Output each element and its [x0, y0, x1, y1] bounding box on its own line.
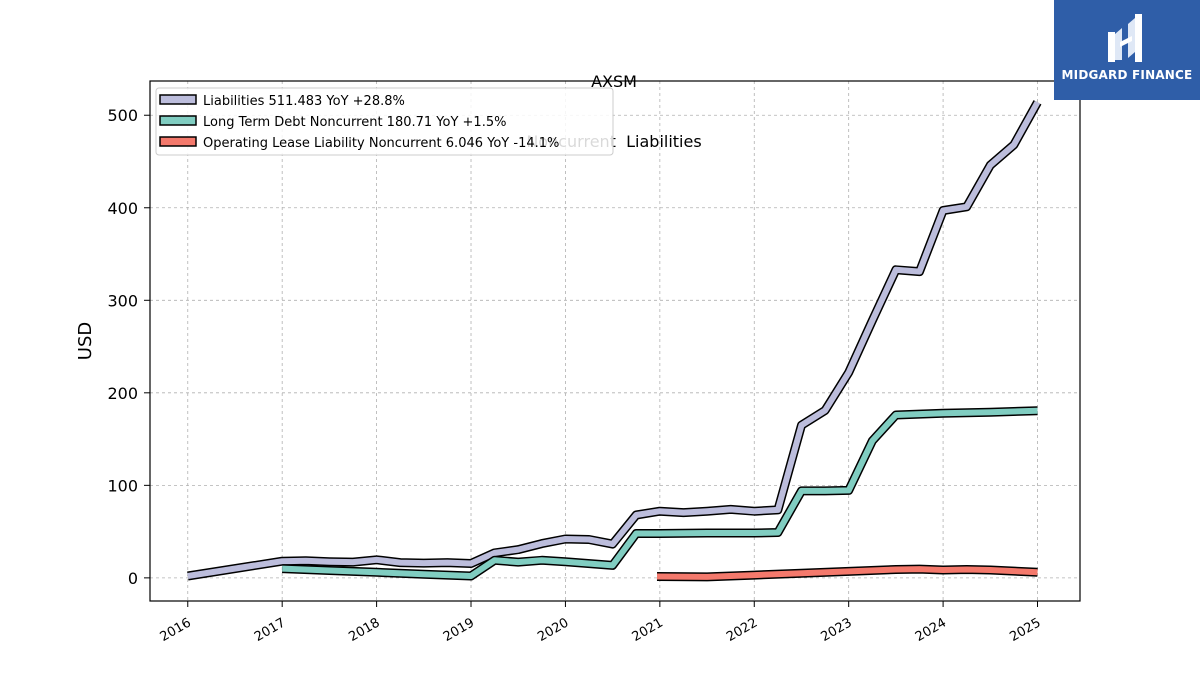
- x-tick-label: 2016: [158, 615, 194, 645]
- series-line: [282, 407, 1038, 579]
- y-axis-ticks: 0 100 200 300 400 500: [107, 106, 150, 588]
- legend-swatch: [159, 94, 197, 105]
- y-axis-label: USD: [75, 322, 96, 360]
- plot-frame: [149, 80, 1081, 602]
- legend: Liabilities 511.483 YoY +28.8% Long Term …: [155, 87, 614, 156]
- x-tick-label: 2023: [819, 615, 855, 645]
- series-2: [282, 406, 1038, 581]
- grid-lines: [150, 81, 1080, 601]
- y-tick-label: 300: [107, 291, 138, 310]
- y-tick-label: 100: [107, 476, 138, 495]
- legend-label: Operating Lease Liability Noncurrent 6.0…: [203, 136, 559, 151]
- series-lines: [187, 100, 1042, 582]
- x-tick-label: 2022: [724, 615, 760, 645]
- x-axis-ticks: 2016 2017 2018 2019 2020 2021 2022 2023 2024 2025: [158, 601, 1044, 645]
- y-tick-label: 0: [128, 569, 138, 588]
- midgard-logo-icon: [1108, 14, 1142, 62]
- brand-name: MIDGARD FINANCE: [1061, 68, 1193, 82]
- series-line: [656, 566, 1038, 580]
- series-line-outline: [187, 100, 1042, 581]
- x-tick-label: 2025: [1007, 615, 1043, 645]
- legend-label: Liabilities 511.483 YoY +28.8%: [203, 94, 405, 109]
- series-line: [187, 100, 1041, 579]
- y-tick-label: 200: [107, 384, 138, 403]
- y-tick-label: 500: [107, 106, 138, 125]
- x-tick-label: 2020: [535, 615, 571, 645]
- brand-logo: MIDGARD FINANCE: [1054, 0, 1200, 100]
- legend-box: [155, 87, 614, 156]
- y-tick-label: 400: [107, 199, 138, 218]
- legend-swatch: [159, 115, 197, 126]
- series-3: [656, 564, 1038, 582]
- x-tick-label: 2019: [441, 615, 477, 645]
- legend-label: Long Term Debt Noncurrent 180.71 YoY +1.…: [203, 115, 506, 130]
- series-1: [187, 100, 1042, 581]
- x-tick-label: 2017: [252, 615, 288, 645]
- legend-swatch: [159, 136, 197, 147]
- x-tick-label: 2024: [913, 615, 949, 645]
- x-tick-label: 2021: [630, 615, 666, 645]
- x-tick-label: 2018: [346, 615, 382, 645]
